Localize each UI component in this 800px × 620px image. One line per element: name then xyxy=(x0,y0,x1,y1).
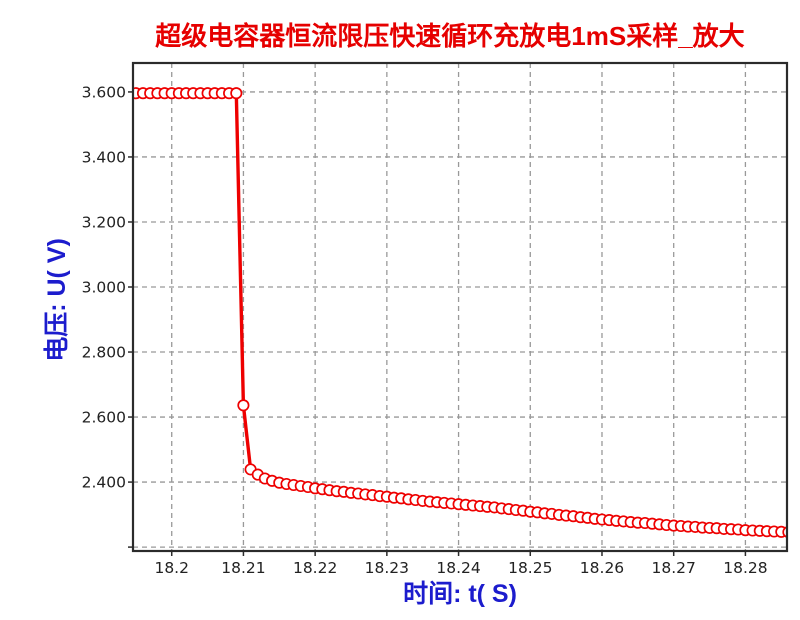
x-tick-label: 18.21 xyxy=(221,559,265,577)
plot-frame xyxy=(131,61,789,553)
y-tick-label: 2.800 xyxy=(82,344,126,362)
x-tick-label: 18.22 xyxy=(293,559,337,577)
x-axis-label: 时间: t( S) xyxy=(403,580,517,608)
chart-title: 超级电容器恒流限压快速循环充放电1mS采样_放大 xyxy=(155,21,745,51)
y-tick-label: 3.400 xyxy=(82,148,126,166)
x-tick-label: 18.28 xyxy=(723,559,767,577)
x-tick-label: 18.25 xyxy=(508,559,552,577)
data-layer xyxy=(134,87,786,538)
x-tick-label: 18.23 xyxy=(365,559,409,577)
y-tick-label: 2.400 xyxy=(82,474,126,492)
plot-background xyxy=(133,63,787,551)
data-point-marker xyxy=(237,399,250,412)
data-point-marker xyxy=(230,87,243,100)
data-point-marker xyxy=(782,526,786,538)
x-tick-label: 18.24 xyxy=(436,559,480,577)
y-tick-label: 3.600 xyxy=(82,83,126,101)
y-tick-label: 3.000 xyxy=(82,279,126,297)
x-tick-label: 18.2 xyxy=(154,559,189,577)
x-tick-label: 18.27 xyxy=(652,559,696,577)
x-tick-label: 18.26 xyxy=(580,559,624,577)
y-tick-label: 2.600 xyxy=(82,409,126,427)
y-tick-label: 3.200 xyxy=(82,213,126,231)
